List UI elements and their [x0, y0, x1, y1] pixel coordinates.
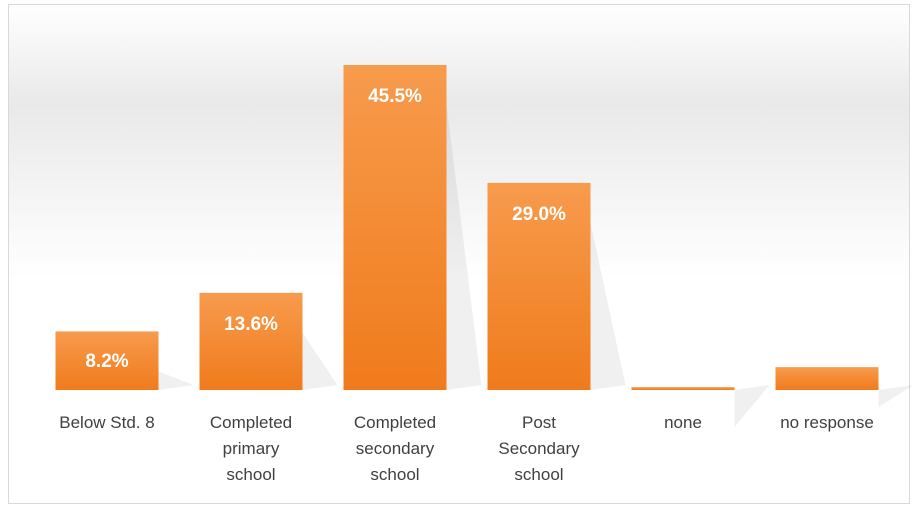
value-label: 8.2% [85, 351, 128, 372]
bar [199, 292, 303, 390]
x-tick-label: Below Std. 8 [59, 413, 155, 432]
x-tick-label: Completed secondary school [353, 413, 437, 484]
bar [55, 331, 159, 390]
x-tick-label: none [664, 413, 702, 432]
bar-shadow [446, 105, 482, 390]
bar-shadow [734, 385, 770, 428]
bar-shadow [302, 332, 338, 390]
x-tick-label: no response [780, 413, 874, 432]
value-label: 29.0% [512, 204, 566, 225]
bar [775, 367, 879, 390]
bar-shadow [158, 371, 194, 390]
value-label: 45.5% [368, 86, 422, 107]
chart-frame [8, 4, 910, 504]
x-tick-label: Post Secondary school [498, 413, 580, 484]
bar-shadow [590, 222, 626, 390]
bar [487, 182, 591, 390]
x-tick-label: Completed primary school [209, 413, 293, 484]
bar [631, 387, 735, 390]
bar-shadow [878, 385, 914, 408]
value-label: 13.6% [224, 314, 278, 335]
value-label: 3.2% [805, 351, 848, 372]
bars: 8.2% 13.6% 45.5% 29.0% 0.4% 3.2% [55, 65, 914, 428]
value-label: 0.4% [661, 351, 704, 372]
bar [343, 65, 447, 390]
